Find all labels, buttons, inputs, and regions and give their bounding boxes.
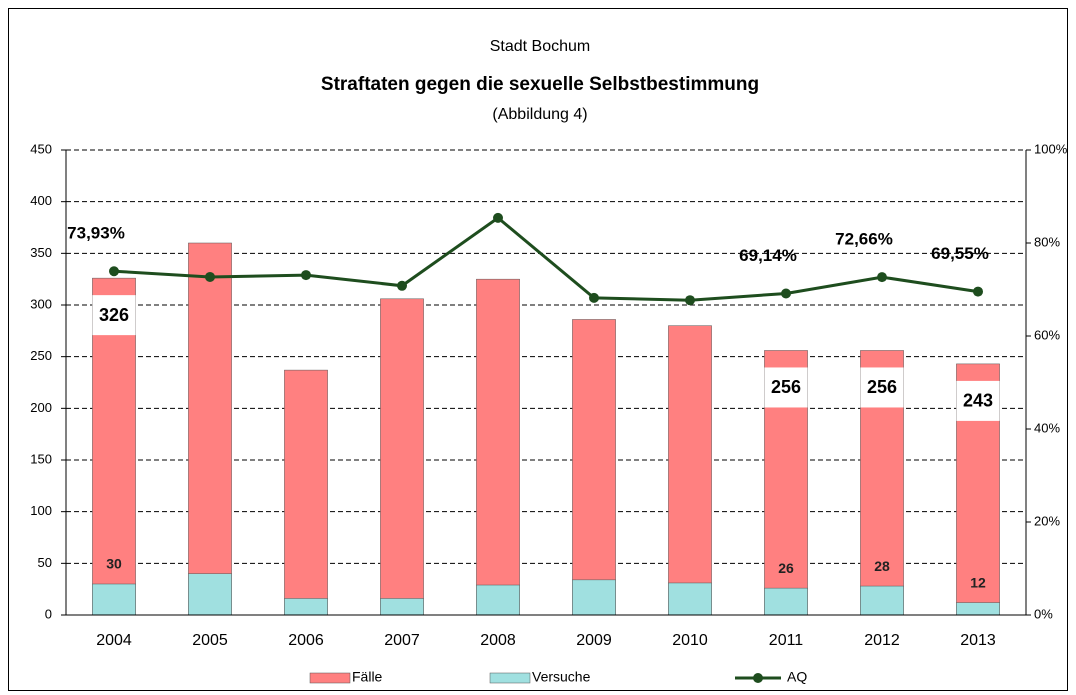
bar — [764, 587, 808, 616]
chart-subtitle: (Abbildung 4) — [492, 106, 587, 123]
line-marker — [397, 280, 407, 291]
x-tick-label: 2010 — [672, 632, 708, 649]
line — [113, 215, 979, 302]
legend-label: Fälle — [352, 669, 383, 685]
x-tick-label: 2012 — [864, 632, 900, 649]
y-tick-label: 200 — [30, 400, 52, 415]
line-marker — [781, 288, 791, 299]
bar — [572, 579, 616, 616]
x-tick-label: 2007 — [384, 632, 420, 649]
legend-swatch — [753, 673, 763, 683]
y-tick-label: 100 — [30, 503, 52, 518]
chart-title: Straftaten gegen die sexuelle Selbstbest… — [321, 74, 759, 95]
bar — [476, 584, 520, 616]
bar — [476, 278, 520, 616]
y2-tick-label: 40% — [1034, 420, 1060, 435]
y-tick-label: 450 — [30, 141, 52, 156]
bar — [860, 585, 904, 616]
y2-tick-label: 60% — [1034, 327, 1060, 342]
data-label: 26 — [778, 560, 794, 576]
bar — [380, 298, 424, 616]
label-box — [764, 367, 808, 408]
x-tick-label: 2004 — [96, 632, 132, 649]
line-marker — [685, 295, 695, 306]
y2-tick-label: 100% — [1034, 141, 1068, 156]
y2-tick-label: 0% — [1034, 606, 1053, 621]
label-box — [860, 367, 904, 408]
data-label: 28 — [874, 558, 890, 574]
label-box — [92, 295, 136, 336]
bar — [284, 369, 328, 616]
y-tick-label: 50 — [38, 555, 52, 570]
x-tick-label: 2013 — [960, 632, 996, 649]
legend-swatch — [309, 672, 351, 684]
line-marker — [589, 292, 599, 303]
y-tick-label: 150 — [30, 451, 52, 466]
bar — [668, 325, 712, 616]
data-label: 256 — [771, 377, 801, 397]
data-label: 30 — [106, 556, 122, 572]
line-marker — [493, 212, 503, 223]
label-box — [956, 380, 1000, 421]
data-label: 72,66% — [835, 230, 893, 249]
y2-tick-label: 80% — [1034, 234, 1060, 249]
y-tick-label: 300 — [30, 296, 52, 311]
y2-tick-label: 20% — [1034, 513, 1060, 528]
legend-swatch — [489, 672, 531, 684]
bar — [188, 573, 232, 616]
bar — [572, 319, 616, 616]
bar — [668, 582, 712, 616]
data-label: 243 — [963, 391, 993, 411]
data-label: 326 — [99, 305, 129, 325]
line-marker — [205, 271, 215, 282]
line-marker — [877, 272, 887, 283]
legend-label: AQ — [787, 669, 807, 685]
line-marker — [973, 286, 983, 297]
bar — [92, 583, 136, 616]
bar — [188, 242, 232, 616]
bar — [380, 598, 424, 616]
data-label: 12 — [970, 574, 986, 590]
y-tick-label: 0 — [45, 606, 52, 621]
line-marker — [301, 270, 311, 281]
y-tick-label: 250 — [30, 348, 52, 363]
line-marker — [109, 266, 119, 277]
data-label: 256 — [867, 377, 897, 397]
bar — [284, 598, 328, 616]
chart-supertitle: Stadt Bochum — [490, 38, 591, 55]
legend-label: Versuche — [532, 669, 591, 685]
data-label: 69,55% — [931, 244, 989, 263]
data-label: 73,93% — [67, 224, 125, 243]
bar — [956, 602, 1000, 616]
x-tick-label: 2008 — [480, 632, 516, 649]
y-tick-label: 350 — [30, 245, 52, 260]
data-label: 69,14% — [739, 246, 797, 265]
x-tick-label: 2006 — [288, 632, 324, 649]
x-tick-label: 2005 — [192, 632, 228, 649]
x-tick-label: 2009 — [576, 632, 612, 649]
y-tick-label: 400 — [30, 193, 52, 208]
x-tick-label: 2011 — [769, 632, 804, 649]
